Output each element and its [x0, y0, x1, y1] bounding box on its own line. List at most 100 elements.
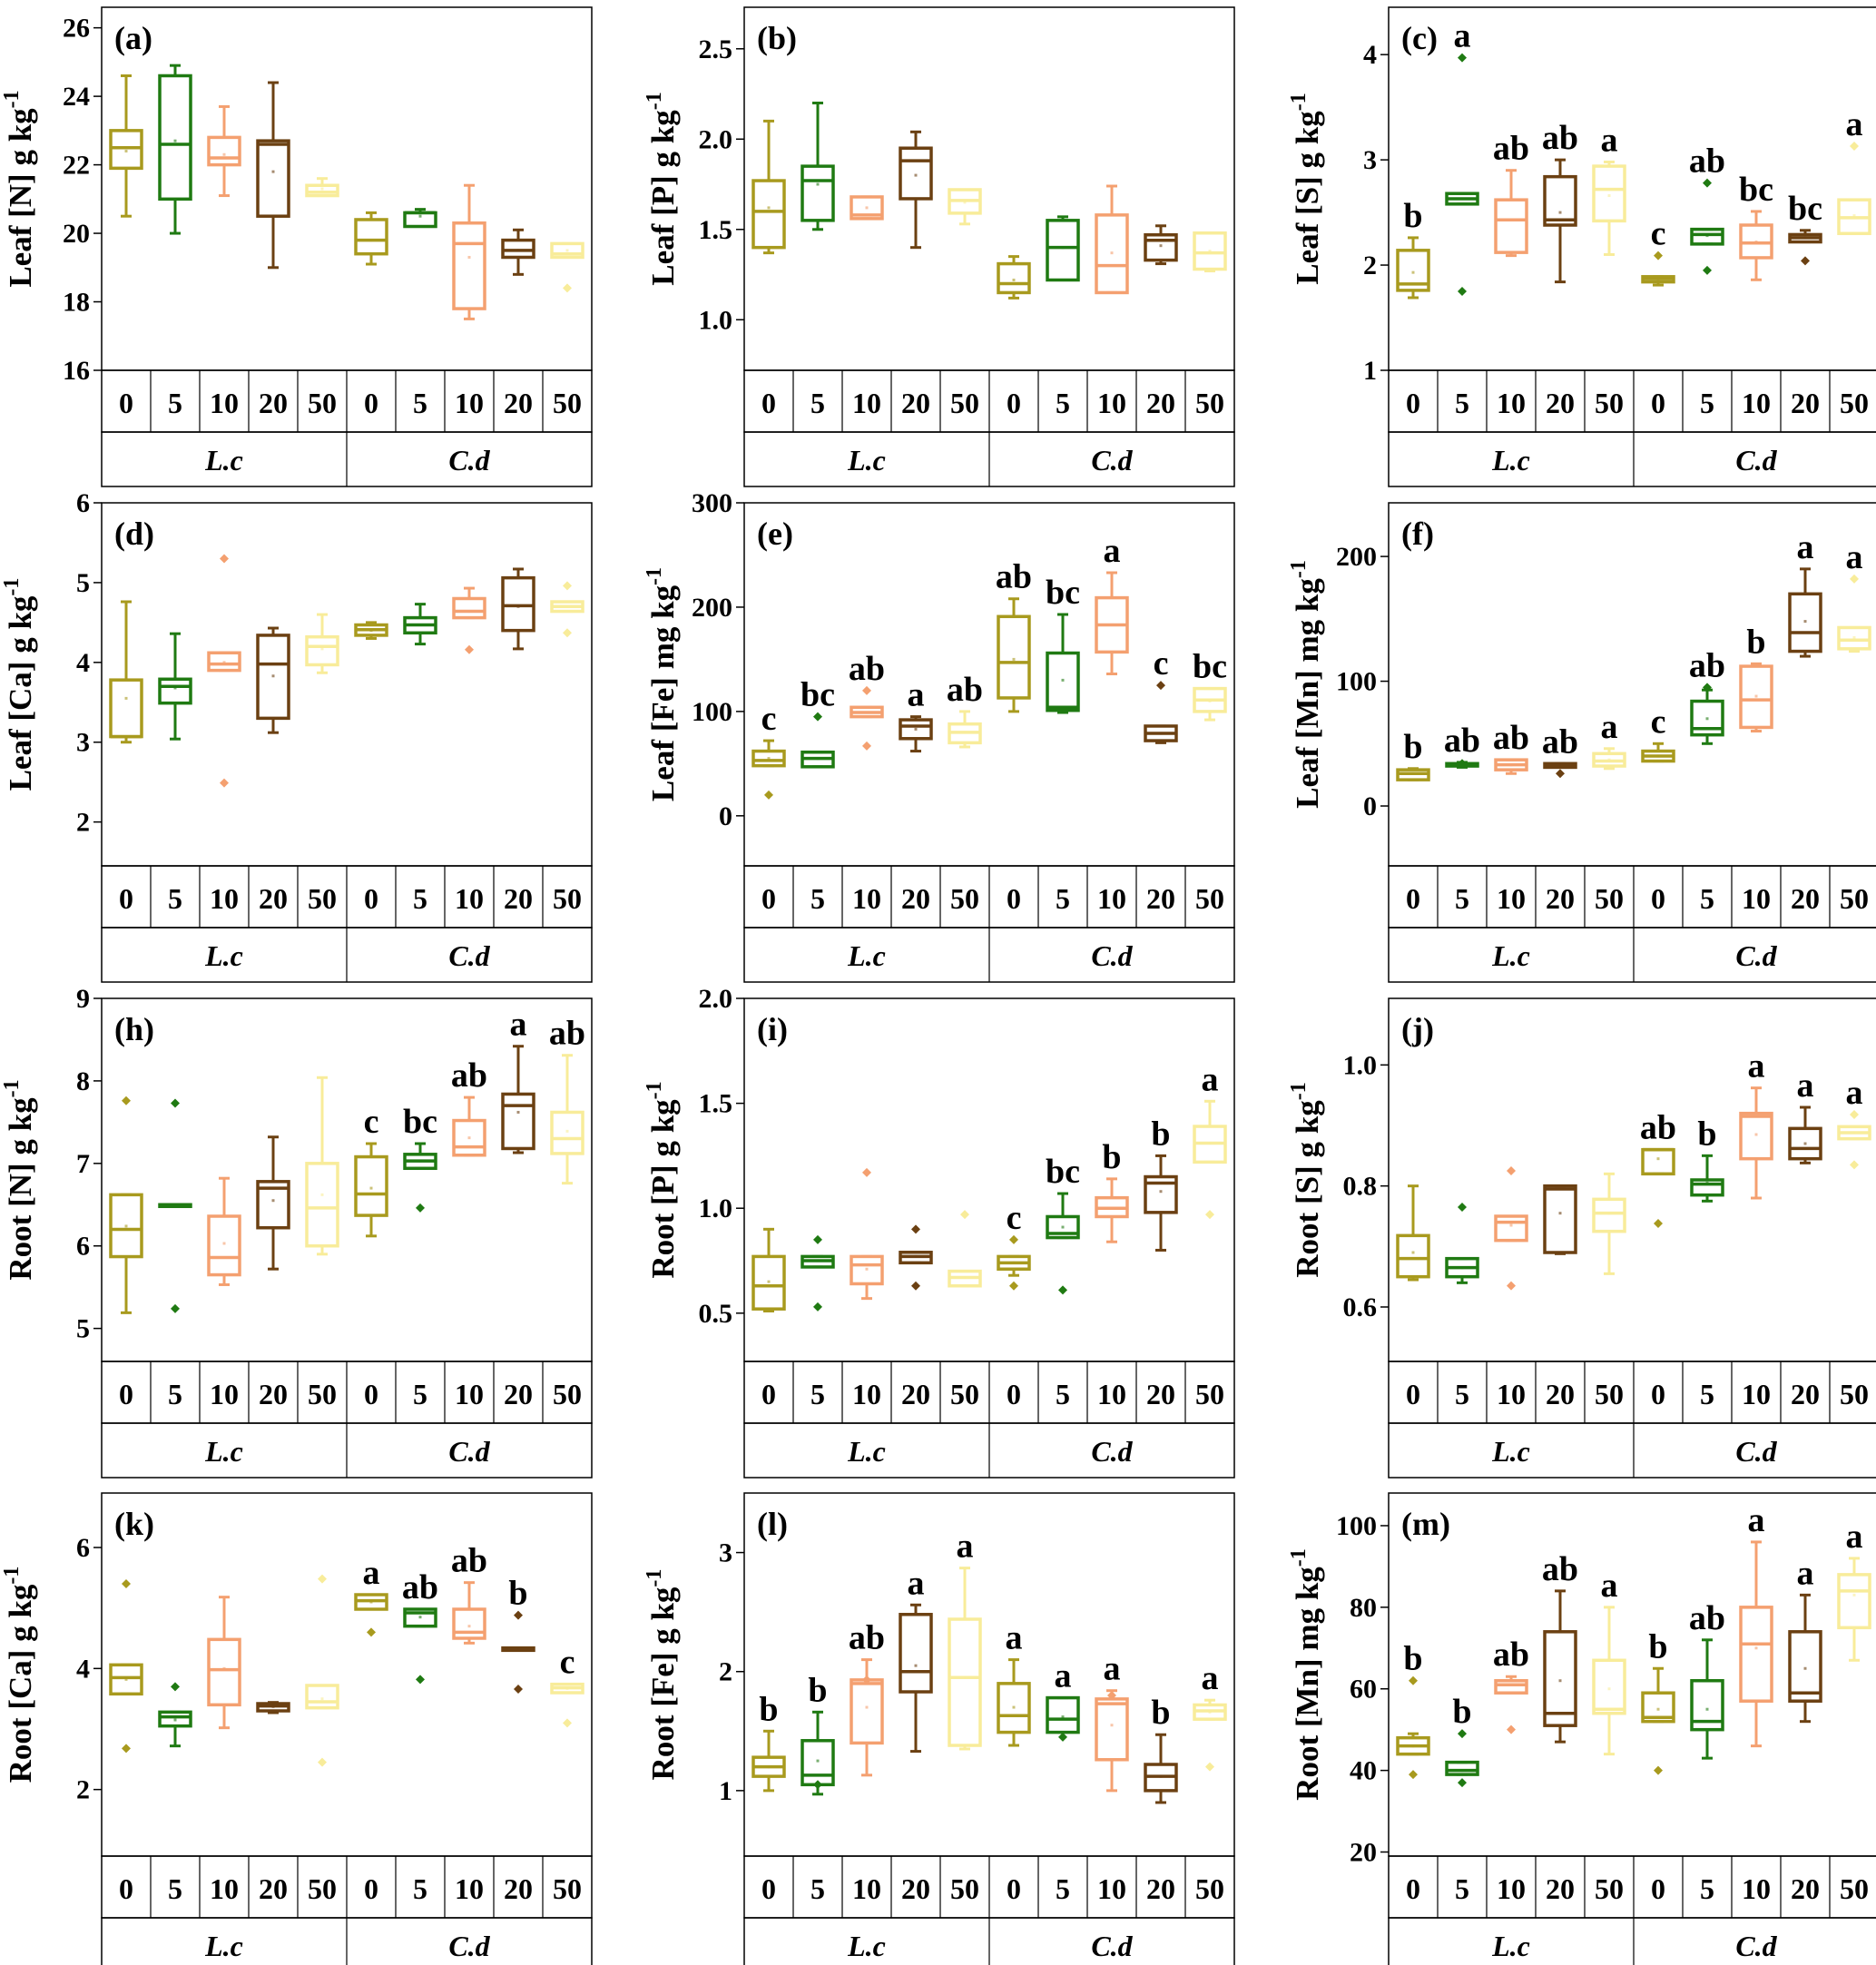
group-label: C.d — [1735, 1930, 1777, 1962]
box-body — [1193, 231, 1227, 271]
box-4 — [1592, 747, 1626, 771]
mean-marker — [767, 1765, 771, 1769]
significance-letter: a — [363, 1554, 380, 1592]
significance-letter: ab — [947, 671, 983, 709]
box-7 — [1739, 662, 1773, 733]
x-tick-label: 20 — [1791, 882, 1820, 915]
x-tick-label: 5 — [1700, 882, 1714, 915]
significance-letter: a — [1055, 1657, 1072, 1695]
x-tick-label: 0 — [1007, 387, 1021, 419]
box-0 — [1396, 767, 1430, 781]
mean-marker — [124, 1224, 128, 1228]
x-tick-label: 50 — [950, 882, 979, 915]
x-tick-label: 50 — [1195, 387, 1224, 419]
mean-marker — [767, 757, 771, 761]
mean-marker — [173, 686, 177, 690]
significance-letter: bc — [403, 1103, 437, 1141]
significance-letter: b — [508, 1575, 527, 1613]
y-tick-label: 60 — [1350, 1675, 1377, 1705]
box-body — [1494, 1678, 1528, 1695]
x-tick-label: 20 — [504, 882, 533, 915]
outlier-point — [171, 1682, 180, 1692]
box-body — [158, 677, 192, 705]
outlier-point — [563, 1718, 572, 1728]
x-tick-label: 0 — [119, 1378, 133, 1410]
significance-letter: ab — [1493, 130, 1529, 168]
box-0 — [1396, 1732, 1430, 1756]
x-tick-label: 0 — [1007, 882, 1021, 915]
x-tick-label: 10 — [1497, 882, 1526, 915]
outlier-point — [1205, 1762, 1214, 1772]
mean-marker — [1509, 763, 1513, 767]
significance-letter: a — [1104, 532, 1121, 570]
box-5 — [354, 621, 388, 640]
box-5 — [1641, 1147, 1675, 1176]
x-tick-label: 20 — [1146, 1872, 1175, 1905]
box-body — [1739, 1111, 1773, 1161]
mean-marker — [1208, 1142, 1212, 1145]
panel-label: (j) — [1401, 1011, 1434, 1047]
x-tick-label: 50 — [1595, 1378, 1624, 1410]
x-tick-label: 10 — [1097, 1872, 1126, 1905]
mean-marker — [1754, 694, 1758, 698]
x-tick-label: 0 — [119, 1872, 133, 1905]
mean-marker — [1012, 1705, 1016, 1709]
x-tick-label: 50 — [308, 882, 337, 915]
significance-letter: b — [1403, 1640, 1422, 1678]
y-axis-label-superscript: -1 — [1287, 93, 1311, 111]
outlier-point — [171, 1098, 180, 1108]
y-tick-label: 22 — [63, 151, 90, 181]
mean-marker — [1208, 250, 1212, 253]
box-7 — [1095, 184, 1129, 295]
y-tick-label: 1.0 — [1343, 1050, 1378, 1080]
box-7 — [452, 183, 486, 320]
significance-letter: a — [1846, 1518, 1863, 1556]
mean-marker — [369, 1186, 373, 1190]
x-tick-label: 10 — [1742, 387, 1771, 419]
group-row — [1388, 1422, 1876, 1479]
x-tick-label: 20 — [259, 1378, 288, 1410]
box-body — [501, 575, 535, 633]
group-label: C.d — [1091, 1435, 1133, 1468]
box-body — [1788, 1126, 1822, 1161]
box-8 — [1788, 567, 1822, 658]
group-label: L.c — [204, 1435, 243, 1468]
box-9 — [1193, 686, 1227, 722]
significance-letter: bc — [1046, 574, 1080, 612]
panel-label: (l) — [757, 1506, 788, 1542]
panel-b: 0 5 10 20 50 0 5 10 20 50 L.c C.d 1.0 1.5 2.0 2.5 Leaf [… — [643, 6, 1235, 487]
y-tick-label: 4 — [76, 1654, 90, 1684]
mean-marker — [1460, 1266, 1464, 1270]
outlier-point — [1458, 759, 1467, 769]
panel-i: 0 5 10 20 50 0 5 10 20 50 L.c C.d 0.5 1.0 1.5 2.0 Root [… — [643, 984, 1235, 1479]
mean-marker — [1754, 1646, 1758, 1650]
box-3 — [256, 1135, 290, 1271]
significance-letter: ab — [1542, 722, 1578, 761]
significance-letter: ab — [402, 1568, 438, 1606]
y-tick-label: 200 — [1336, 542, 1377, 572]
panel-label: (a) — [114, 20, 152, 56]
panel-label: (d) — [114, 516, 154, 552]
x-tick-label: 10 — [210, 882, 239, 915]
box-6 — [1690, 1154, 1724, 1203]
box-2 — [850, 705, 884, 719]
mean-marker — [1656, 1707, 1660, 1711]
y-axis-label-superscript: -1 — [1287, 1082, 1311, 1100]
x-tick-label: 5 — [1455, 882, 1469, 915]
box-0 — [109, 74, 143, 218]
box-9 — [1193, 1099, 1227, 1164]
box-body — [501, 238, 535, 260]
x-tick-label: 5 — [1455, 1378, 1469, 1410]
mean-marker — [816, 1759, 820, 1763]
panel-label: (f) — [1401, 516, 1434, 552]
y-axis-label-text: Root [S] g kg — [1290, 1100, 1325, 1278]
y-axis-label-superscript: -1 — [643, 92, 666, 110]
box-8 — [1144, 1154, 1178, 1252]
y-axis-label-text: Leaf [S] g kg — [1290, 111, 1325, 285]
box-9 — [550, 241, 584, 260]
mean-marker — [516, 1110, 520, 1114]
box-3 — [256, 626, 290, 734]
x-tick-label: 10 — [1097, 882, 1126, 915]
x-tick-label: 20 — [1146, 387, 1175, 419]
x-tick-label: 20 — [1791, 1378, 1820, 1410]
